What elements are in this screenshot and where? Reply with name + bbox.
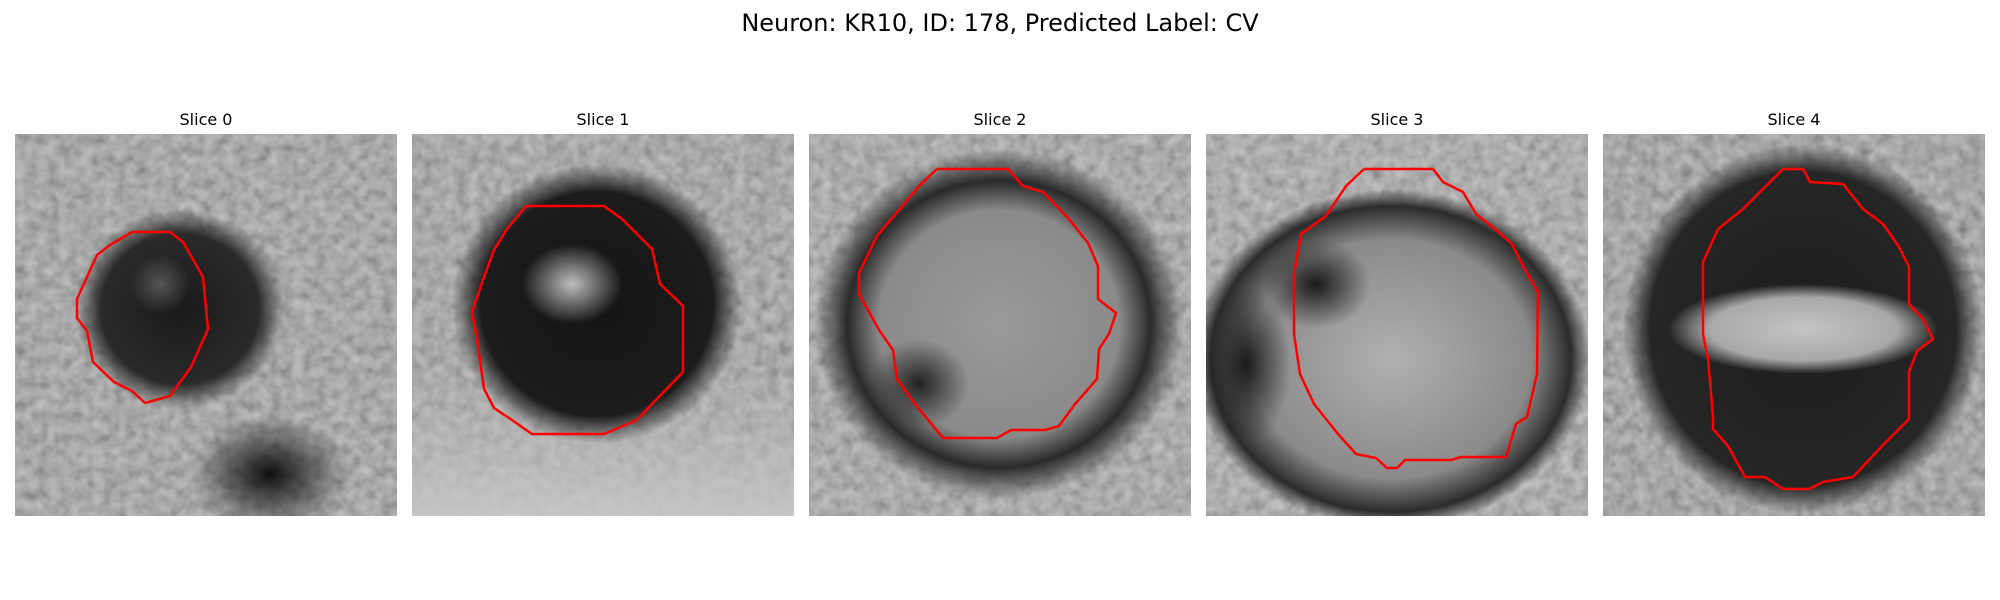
roi-contour-2 <box>857 167 1118 440</box>
slice-image-3 <box>1206 134 1588 516</box>
slice-title-4: Slice 4 <box>1767 110 1821 129</box>
slice-panel-4: Slice 4 <box>1603 110 1985 516</box>
slice-title-3: Slice 3 <box>1370 110 1424 129</box>
slice-image-2 <box>809 134 1191 516</box>
roi-contour-0 <box>75 230 210 405</box>
roi-contour-1 <box>470 204 685 436</box>
slice-panel-0: Slice 0 <box>15 110 397 516</box>
slice-panel-1: Slice 1 <box>412 110 794 516</box>
slice-image-1 <box>412 134 794 516</box>
slice-panel-3: Slice 3 <box>1206 110 1588 516</box>
figure-title: Neuron: KR10, ID: 178, Predicted Label: … <box>741 9 1259 37</box>
slice-image-4 <box>1603 134 1985 516</box>
roi-contour-4 <box>1701 167 1935 491</box>
slice-title-0: Slice 0 <box>179 110 233 129</box>
slice-title-1: Slice 1 <box>576 110 630 129</box>
roi-contour-3 <box>1292 167 1540 470</box>
slice-title-2: Slice 2 <box>973 110 1027 129</box>
slice-panel-2: Slice 2 <box>809 110 1191 516</box>
slice-image-0 <box>15 134 397 516</box>
